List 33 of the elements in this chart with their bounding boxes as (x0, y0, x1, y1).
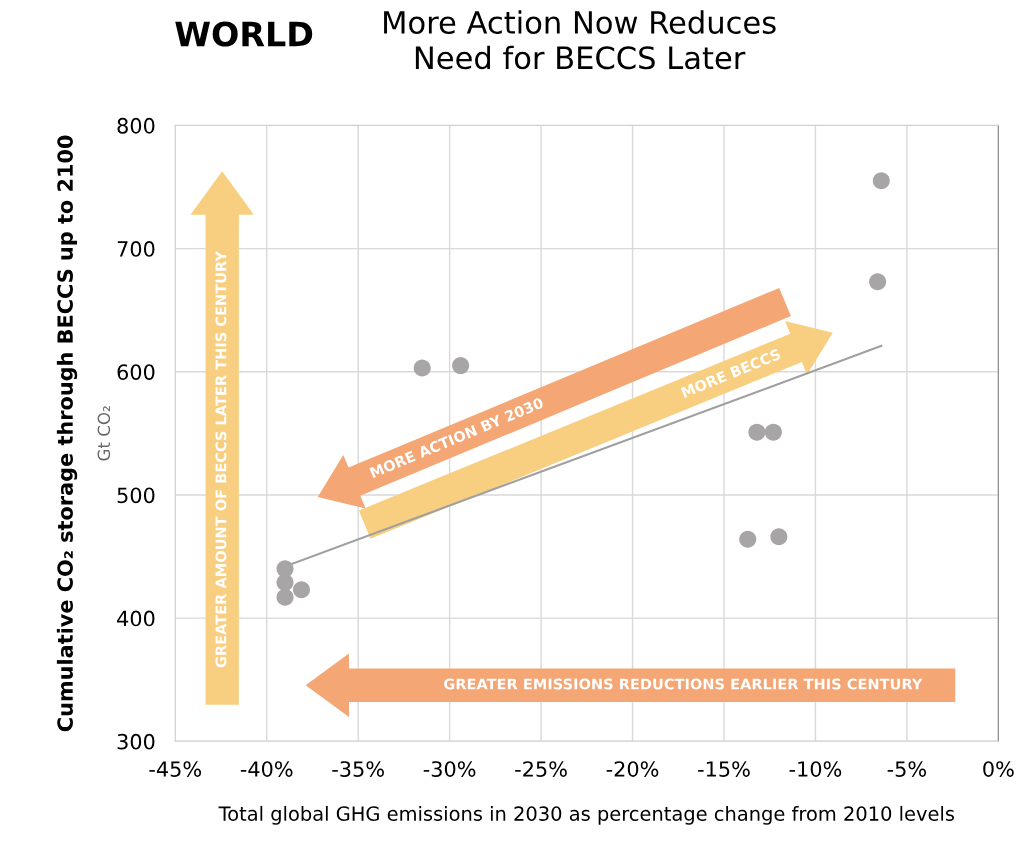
x-tick-label: -30% (423, 761, 476, 777)
y-tick-label: 600 (117, 364, 155, 380)
point (764, 423, 782, 441)
annotation: GREATER EMISSIONS REDUCTIONS EARLIER THIS CENTURY (444, 678, 923, 690)
y-tick-label: 500 (117, 487, 155, 504)
y-tick-label: 400 (117, 610, 155, 627)
x-tick-label: -10% (789, 761, 842, 777)
x-tick-label: -25% (515, 761, 567, 777)
x-tick-label: -40% (240, 761, 293, 777)
y-axis-title: Cumulative CO₂ storage through BECCS up to 2100 (56, 135, 78, 732)
text: Gt CO₂ (97, 406, 111, 461)
x-axis-title: Total global GHG emissions in 2030 as percentage change from 2010 levels (218, 805, 955, 825)
x-tick-label: -35% (332, 761, 384, 777)
point (413, 359, 431, 377)
x-tick-label: -15% (698, 761, 750, 777)
point (770, 528, 788, 546)
x-tick-label: -5% (887, 761, 927, 777)
y-tick-label: 300 (117, 733, 155, 750)
point (748, 423, 766, 441)
x-tick-label: -20% (606, 761, 659, 777)
y-tick-label: 800 (117, 117, 155, 134)
chart-subtitle: More Action Now Reduces Need for BECCS Later (384, 10, 776, 70)
x-tick-label: -45% (149, 761, 202, 777)
y-tick-label: 700 (117, 241, 155, 257)
point (452, 357, 470, 375)
point (872, 172, 890, 190)
chart-title: WORLD (175, 21, 313, 47)
point (869, 273, 887, 291)
annotation: GREATER AMOUNT OF BECCS LATER THIS CENTURY (215, 250, 227, 668)
x-tick-label: 0% (983, 761, 1014, 777)
point (292, 581, 310, 599)
point (739, 530, 757, 548)
point (276, 588, 294, 606)
